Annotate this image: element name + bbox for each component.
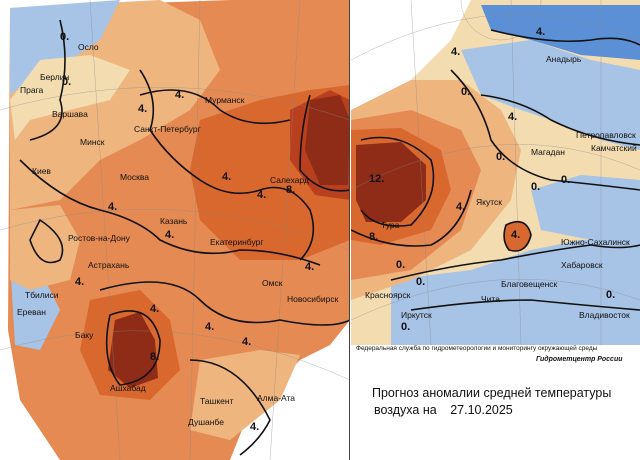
left-map: 0. 0. 4. 4. 4. 4. 4. 4. 4. 8. 4. 4. 4. 4… [0,0,349,460]
city-astrakhan: Астрахань [88,260,130,270]
right-isoline-label-5: 0. [531,181,540,193]
city-blagoveshchensk: Благовещенск [501,279,558,289]
city-warsaw: Варшава [52,109,88,119]
city-vladivostok: Владивосток [579,310,630,320]
city-tbilisi: Тбилиси [25,290,59,300]
city-ashgabat: Ашхабад [110,383,146,393]
title-line-2-text: воздуха на [374,403,437,417]
left-isoline-label-14: 8. [150,351,159,363]
left-zone-hot [305,95,349,185]
right-isoline-label-7: 8. [369,231,378,243]
right-isoline-label-3: 0. [496,151,505,163]
left-isoline-label-3: 4. [138,103,147,115]
city-tura: Тура [381,220,400,230]
city-tashkent: Ташкент [200,396,234,406]
left-isoline-label-15: 4. [250,421,259,433]
city-moscow: Москва [120,172,149,182]
left-isoline-label-7: 4. [257,189,266,201]
right-isoline-label-11: 0. [416,276,425,288]
city-magadan: Магадан [531,147,565,157]
city-salekhard: Салехард [270,175,309,185]
right-map-panel: 4. 4. 0. 0. 0. 0. 12. 8. 4. 4. 0. 0. 0. … [351,0,640,460]
city-yakutsk: Якутск [476,197,502,207]
city-novosibirsk: Новосибирск [287,294,339,304]
left-graticule [0,0,349,460]
city-berlin: Берлин [40,72,69,82]
left-zone-neutral-2 [10,55,130,140]
city-yerevan: Ереван [17,307,46,317]
city-yuzhno-sakhalinsk: Южно-Сахалинск [561,237,630,247]
city-kiev: Киев [32,166,51,176]
left-isoline-label-4: 4. [222,171,231,183]
left-isoline-label-9: 8. [286,184,295,196]
left-isoline-label-2: 4. [175,89,184,101]
city-rostov: Ростов-на-Дону [68,233,131,243]
left-isolines [19,19,349,456]
city-minsk: Минск [80,137,105,147]
city-khabarovsk: Хабаровск [561,260,603,270]
city-prague: Прага [20,85,43,95]
left-isoline-label-12: 4. [242,336,251,348]
right-isoline-label-12: 0. [401,321,410,333]
left-isoline-label-6: 4. [165,229,174,241]
right-isoline-label-4: 0. [561,174,570,186]
right-isoline-label-6: 12. [369,173,384,185]
right-isoline-label-9: 4. [511,229,520,241]
left-map-panel: 0. 0. 4. 4. 4. 4. 4. 4. 4. 8. 4. 4. 4. 4… [0,0,350,460]
right-isoline-label-8: 4. [456,201,465,213]
left-isoline-label-10: 4. [150,303,159,315]
right-isoline-label-10: 0. [396,259,405,271]
left-zone-neutral-3 [10,205,80,290]
right-zone-warm-spot [504,221,531,251]
city-st-petersburg: Санкт-Петербург [134,124,201,134]
title-line-1: Прогноз аномалии средней температуры [372,386,612,400]
city-petropavlovsk: Петропавловск [576,130,636,140]
left-isoline-label-1: 0. [62,76,71,88]
right-isoline-label-1: 4. [508,111,517,123]
left-isoline-label-5: 4. [108,201,117,213]
right-isoline-label-2: 0. [461,86,470,98]
city-omsk: Омск [262,278,283,288]
city-murmansk: Мурманск [205,95,245,105]
city-anadyr: Анадырь [546,54,582,64]
city-oslo: Осло [78,42,99,52]
city-kamchatsky: Камчатский [591,143,637,153]
left-isoline-label-8: 4. [305,261,314,273]
city-almaty: Алма-Ата [257,393,295,403]
right-isoline-label-13: 0. [606,289,615,301]
right-zone-cold-strong [481,5,640,60]
city-chita: Чита [481,294,500,304]
forecast-date: 27.10.2025 [450,403,513,417]
right-zone-cold-2 [391,240,640,345]
right-graticule [351,0,640,346]
city-dushanbe: Душанбе [188,417,224,427]
left-isoline-label-11: 4. [75,276,84,288]
left-zone-neutral-south [190,350,300,440]
city-irkutsk: Иркутск [401,310,432,320]
right-zone-cold [461,40,640,150]
city-kazan: Казань [160,216,188,226]
title-line-2: воздуха на 27.10.2025 [374,403,513,417]
right-zone-hot [356,142,426,222]
center-caption: Гидрометцентр России [536,356,623,363]
right-isoline-label-0: 4. [536,26,545,38]
right-map: 4. 4. 0. 0. 0. 0. 12. 8. 4. 4. 0. 0. 0. … [351,0,640,460]
agency-caption: Федеральная служба по гидрометеорологии … [356,345,598,352]
left-isoline-label-13: 4. [205,321,214,333]
city-baku: Баку [75,330,94,340]
city-yekaterinburg: Екатеринбург [210,237,263,247]
right-isoline-label-14: 4. [451,46,460,58]
city-krasnoyarsk: Красноярск [365,290,411,300]
right-isolines [351,29,640,311]
right-zone-cold-3 [531,175,640,240]
left-isoline-label-0: 0. [60,31,69,43]
